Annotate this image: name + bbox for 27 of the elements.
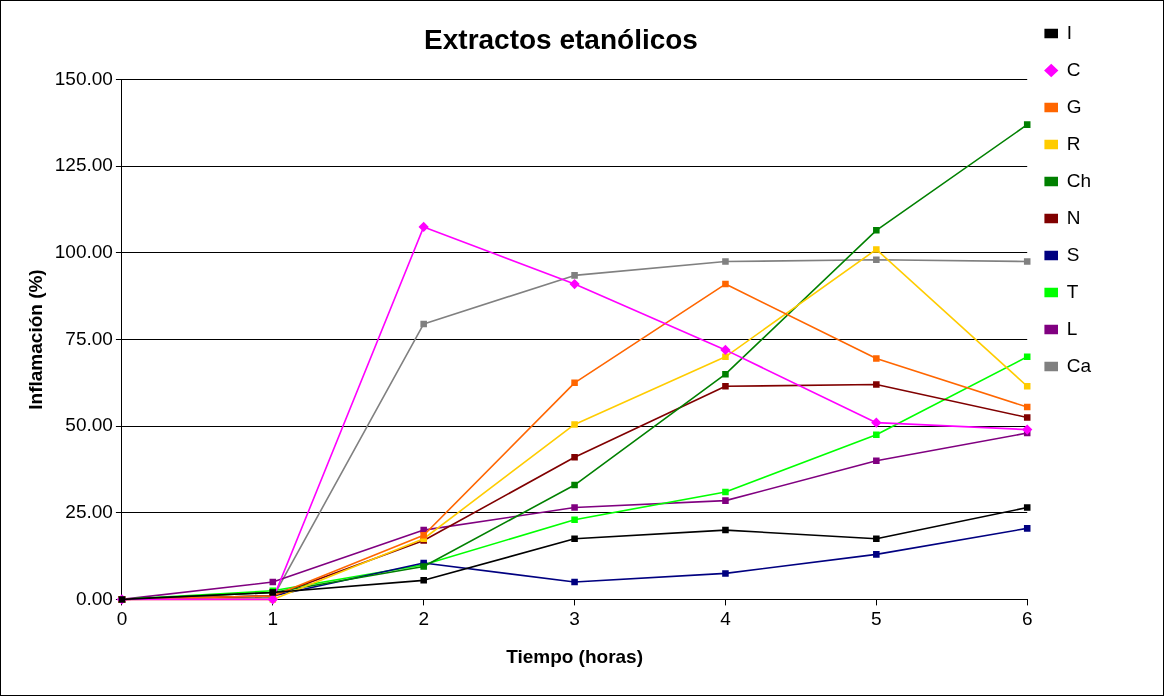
y-tick-label: 0.00 — [75, 587, 113, 609]
x-tick-label: 4 — [720, 608, 732, 630]
y-axis-title: Inflamación (%) — [24, 269, 46, 410]
legend-label: S — [1066, 243, 1080, 265]
legend-label: Ca — [1066, 354, 1092, 376]
y-tick-label: 75.00 — [65, 327, 113, 349]
x-axis-title: Tiempo (horas) — [506, 645, 644, 667]
x-tick-label: 5 — [871, 608, 882, 630]
legend-label: C — [1066, 58, 1081, 80]
x-tick-label: 3 — [569, 608, 580, 630]
x-tick-label: 0 — [116, 608, 128, 630]
legend-label: L — [1066, 317, 1078, 339]
x-tick-label: 6 — [1021, 608, 1033, 630]
legend-label: I — [1066, 21, 1072, 43]
y-tick-label: 125.00 — [54, 154, 113, 176]
legend-label: R — [1066, 132, 1081, 154]
y-tick-label: 25.00 — [65, 501, 113, 522]
y-tick-label: 50.00 — [65, 414, 113, 436]
legend-label: N — [1066, 206, 1081, 228]
x-tick-label: 1 — [267, 608, 279, 630]
chart-title: Extractos etanólicos — [424, 23, 698, 55]
legend-label: T — [1066, 280, 1079, 302]
legend-label: Ch — [1066, 169, 1092, 191]
y-tick-label: 150.00 — [54, 67, 113, 89]
x-tick-label: 2 — [418, 608, 429, 630]
legend-label: G — [1066, 95, 1082, 117]
y-tick-label: 100.00 — [54, 241, 113, 263]
